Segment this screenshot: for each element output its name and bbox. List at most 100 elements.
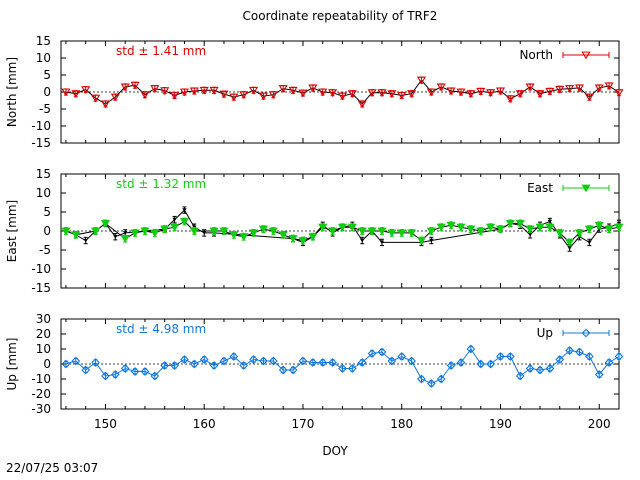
data-point (328, 89, 338, 98)
x-tick-label: 200 (588, 417, 611, 431)
data-point (397, 229, 407, 238)
x-tick-label: 150 (94, 417, 117, 431)
data-point (100, 219, 111, 228)
data-point (446, 87, 456, 96)
data-point (357, 100, 367, 109)
data-point (496, 352, 505, 361)
y-axis-label: East [mm] (5, 200, 19, 262)
data-point (584, 93, 594, 102)
std-label: std ± 1.32 mm (116, 177, 206, 191)
reference-point (567, 246, 572, 251)
data-point (604, 225, 614, 234)
x-tick-label: 180 (390, 417, 413, 431)
data-point (535, 90, 545, 99)
data-point (436, 223, 446, 232)
data-point (160, 361, 170, 370)
data-point (81, 365, 91, 375)
y-tick-label: -10 (31, 372, 51, 386)
data-point (140, 91, 150, 100)
data-point (268, 91, 278, 100)
data-point (525, 364, 535, 373)
data-point (61, 359, 71, 369)
legend-label: Up (537, 326, 553, 340)
y-tick-label: -10 (31, 119, 51, 133)
data-point (170, 91, 180, 100)
data-point (150, 229, 160, 238)
y-tick-label: -10 (31, 262, 51, 276)
data-point (416, 76, 427, 85)
data-point (170, 361, 179, 370)
reference-point (172, 217, 177, 222)
data-point (91, 227, 101, 236)
data-point (466, 225, 476, 234)
data-point (387, 90, 397, 99)
data-point (555, 85, 565, 94)
data-point (446, 361, 456, 370)
data-point (288, 365, 298, 375)
reference-point (202, 231, 207, 235)
data-point (150, 371, 160, 381)
data-point (170, 223, 180, 232)
data-point (416, 237, 427, 245)
data-point (298, 237, 308, 245)
data-point (189, 227, 199, 236)
data-point (476, 359, 486, 369)
data-point (584, 225, 594, 234)
data-point (268, 227, 278, 236)
data-point (61, 227, 71, 236)
data-point (436, 374, 446, 384)
data-point (495, 225, 506, 234)
data-point (505, 219, 515, 228)
data-point (377, 89, 387, 98)
data-point (515, 90, 525, 99)
reference-point (182, 208, 187, 213)
data-point (495, 87, 506, 96)
data-point (150, 85, 160, 93)
data-point (535, 223, 545, 232)
x-axis: 150 160 170 180 190 200 (94, 417, 611, 431)
data-point (120, 235, 130, 243)
data-point (199, 355, 209, 364)
data-point (545, 223, 555, 232)
data-point (594, 84, 604, 93)
data-point (367, 349, 377, 358)
data-point (565, 85, 575, 93)
y-tick-label: 5 (43, 68, 51, 82)
data-point (209, 361, 219, 370)
data-point (308, 358, 318, 367)
y-tick-label: -30 (31, 402, 51, 416)
data-point (140, 227, 150, 236)
data-point (71, 90, 81, 99)
y-axis-label: Up [mm] (5, 338, 19, 391)
reference-point (122, 231, 128, 235)
data-point (436, 83, 446, 92)
legend-label: North (519, 48, 553, 62)
reference-series-line (75, 209, 620, 249)
y-tick-label: -15 (31, 281, 51, 295)
data-point (476, 227, 486, 236)
data-point (466, 90, 476, 99)
data-point (407, 229, 417, 238)
timestamp: 22/07/25 03:07 (6, 461, 98, 475)
data-point (219, 356, 229, 366)
data-point (545, 87, 555, 96)
data-point (180, 355, 189, 364)
data-point (100, 100, 111, 109)
data-point (525, 225, 535, 234)
reference-point (379, 240, 385, 245)
data-point (239, 361, 249, 370)
data-point (259, 356, 268, 366)
data-point (219, 227, 229, 236)
data-point (397, 91, 407, 100)
data-point (426, 227, 436, 236)
data-point (584, 352, 594, 361)
y-tick-label: 30 (36, 312, 51, 326)
reference-point (83, 238, 88, 243)
data-point (91, 94, 101, 103)
data-point (545, 364, 555, 373)
y-tick-label: -15 (31, 136, 51, 150)
data-point (574, 84, 585, 93)
x-tick-label: 170 (292, 417, 315, 431)
data-point (417, 374, 426, 384)
chart-title: Coordinate repeatability of TRF2 (243, 9, 438, 23)
